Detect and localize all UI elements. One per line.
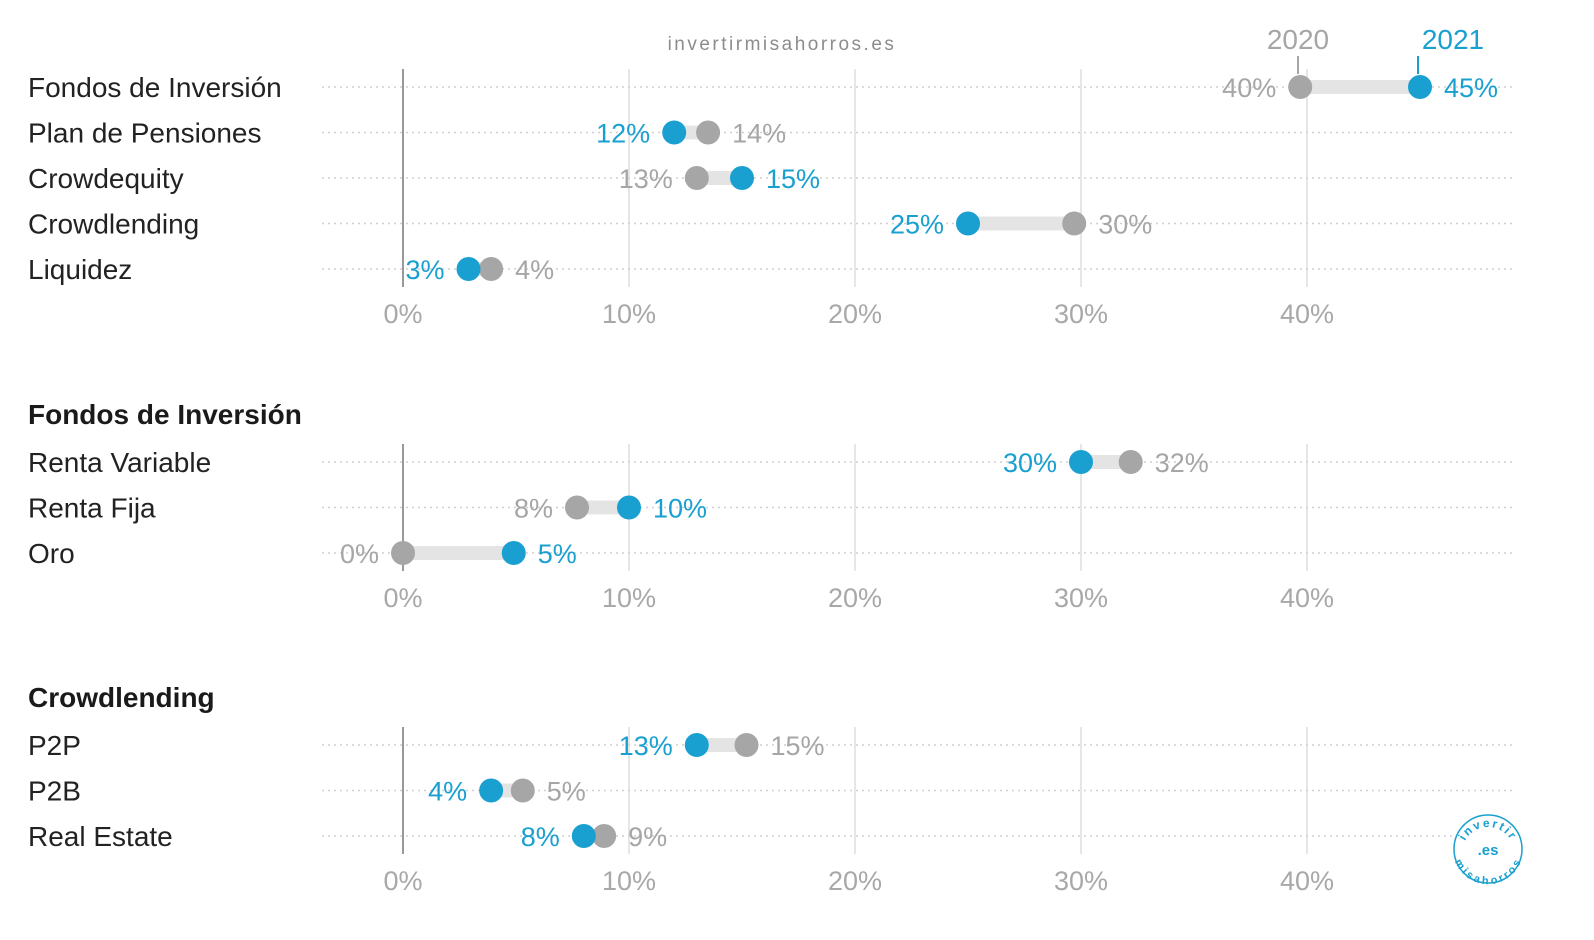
logo-circle — [1453, 814, 1523, 884]
dot-2020 — [1118, 450, 1143, 474]
tick-label: 20% — [828, 299, 882, 329]
legend-label-2020: 2020 — [1267, 24, 1329, 55]
value-label-2021: 45% — [1444, 73, 1498, 103]
logo-badge: invertir .es misahorros — [1452, 814, 1523, 887]
value-label-2020: 9% — [628, 822, 667, 852]
dot-2021 — [662, 120, 687, 145]
value-label-2020: 8% — [514, 494, 553, 524]
tick-label: 40% — [1280, 866, 1334, 896]
tick-label: 0% — [383, 299, 422, 329]
tick-label: 30% — [1054, 583, 1108, 613]
category-label: Fondos de Inversión — [28, 72, 282, 103]
value-label-2021: 3% — [406, 255, 445, 285]
legend-label-2021: 2021 — [1422, 24, 1484, 55]
dot-2020 — [510, 778, 535, 803]
dot-2020 — [1288, 75, 1313, 99]
dot-2021 — [571, 824, 596, 848]
value-label-2021: 4% — [428, 777, 467, 807]
dot-2020 — [684, 166, 709, 190]
dot-2021 — [501, 541, 526, 565]
dot-2020 — [734, 733, 759, 757]
value-label-2020: 32% — [1155, 448, 1209, 478]
dot-2020 — [391, 541, 415, 565]
tick-label: 40% — [1280, 299, 1334, 329]
tick-label: 30% — [1054, 866, 1108, 896]
category-label: Crowdequity — [28, 163, 184, 194]
tick-label: 10% — [602, 583, 656, 613]
category-label: Liquidez — [28, 254, 132, 285]
dot-2020 — [1062, 211, 1087, 236]
tick-label: 10% — [602, 866, 656, 896]
tick-label: 10% — [602, 299, 656, 329]
dot-2021 — [456, 257, 481, 281]
value-label-2020: 5% — [547, 777, 586, 807]
dot-2021 — [1408, 75, 1432, 99]
value-label-2021: 13% — [619, 731, 673, 761]
category-label: P2B — [28, 776, 81, 807]
section-title: Crowdlending — [28, 682, 215, 713]
value-label-2021: 15% — [766, 164, 820, 194]
value-label-2020: 30% — [1098, 210, 1152, 240]
value-label-2021: 10% — [653, 494, 707, 524]
dot-2021 — [956, 211, 980, 236]
category-label: Renta Fija — [28, 493, 156, 524]
value-label-2020: 0% — [340, 539, 379, 569]
tick-label: 30% — [1054, 299, 1108, 329]
value-label-2020: 4% — [515, 255, 554, 285]
category-label: Renta Variable — [28, 447, 211, 478]
dot-2021 — [479, 778, 504, 803]
value-label-2021: 30% — [1003, 448, 1057, 478]
tick-label: 0% — [383, 866, 422, 896]
dot-2021 — [1069, 450, 1093, 474]
legend: 2020 2021 — [1267, 24, 1484, 74]
value-label-2021: 25% — [890, 210, 944, 240]
charts-layer: 0% 10% 20% 30% 40% Fondos de Inversión 40% 45% P… — [28, 69, 1516, 896]
logo-text-center: .es — [1478, 842, 1499, 859]
category-label: P2P — [28, 730, 81, 761]
value-label-2020: 15% — [771, 731, 825, 761]
dot-2020 — [592, 824, 617, 848]
dot-2020 — [565, 495, 590, 520]
watermark: invertirmisahorros.es — [668, 34, 897, 55]
value-label-2020: 14% — [732, 119, 786, 149]
tick-label: 20% — [828, 583, 882, 613]
value-label-2021: 5% — [538, 539, 577, 569]
section-title: Fondos de Inversión — [28, 399, 302, 430]
value-label-2020: 40% — [1222, 73, 1276, 103]
tick-label: 20% — [828, 866, 882, 896]
category-label: Crowdlending — [28, 209, 199, 240]
category-label: Plan de Pensiones — [28, 118, 262, 149]
category-label: Real Estate — [28, 821, 173, 852]
category-label: Oro — [28, 538, 75, 569]
value-label-2021: 12% — [596, 119, 650, 149]
dot-2021 — [730, 166, 754, 190]
tick-label: 0% — [383, 583, 422, 613]
tick-label: 40% — [1280, 583, 1334, 613]
value-label-2021: 8% — [521, 822, 560, 852]
value-label-2020: 13% — [619, 164, 673, 194]
dot-2021 — [617, 495, 641, 520]
dot-2021 — [684, 733, 709, 757]
dot-2020 — [696, 120, 721, 145]
dot-2020 — [479, 257, 504, 281]
